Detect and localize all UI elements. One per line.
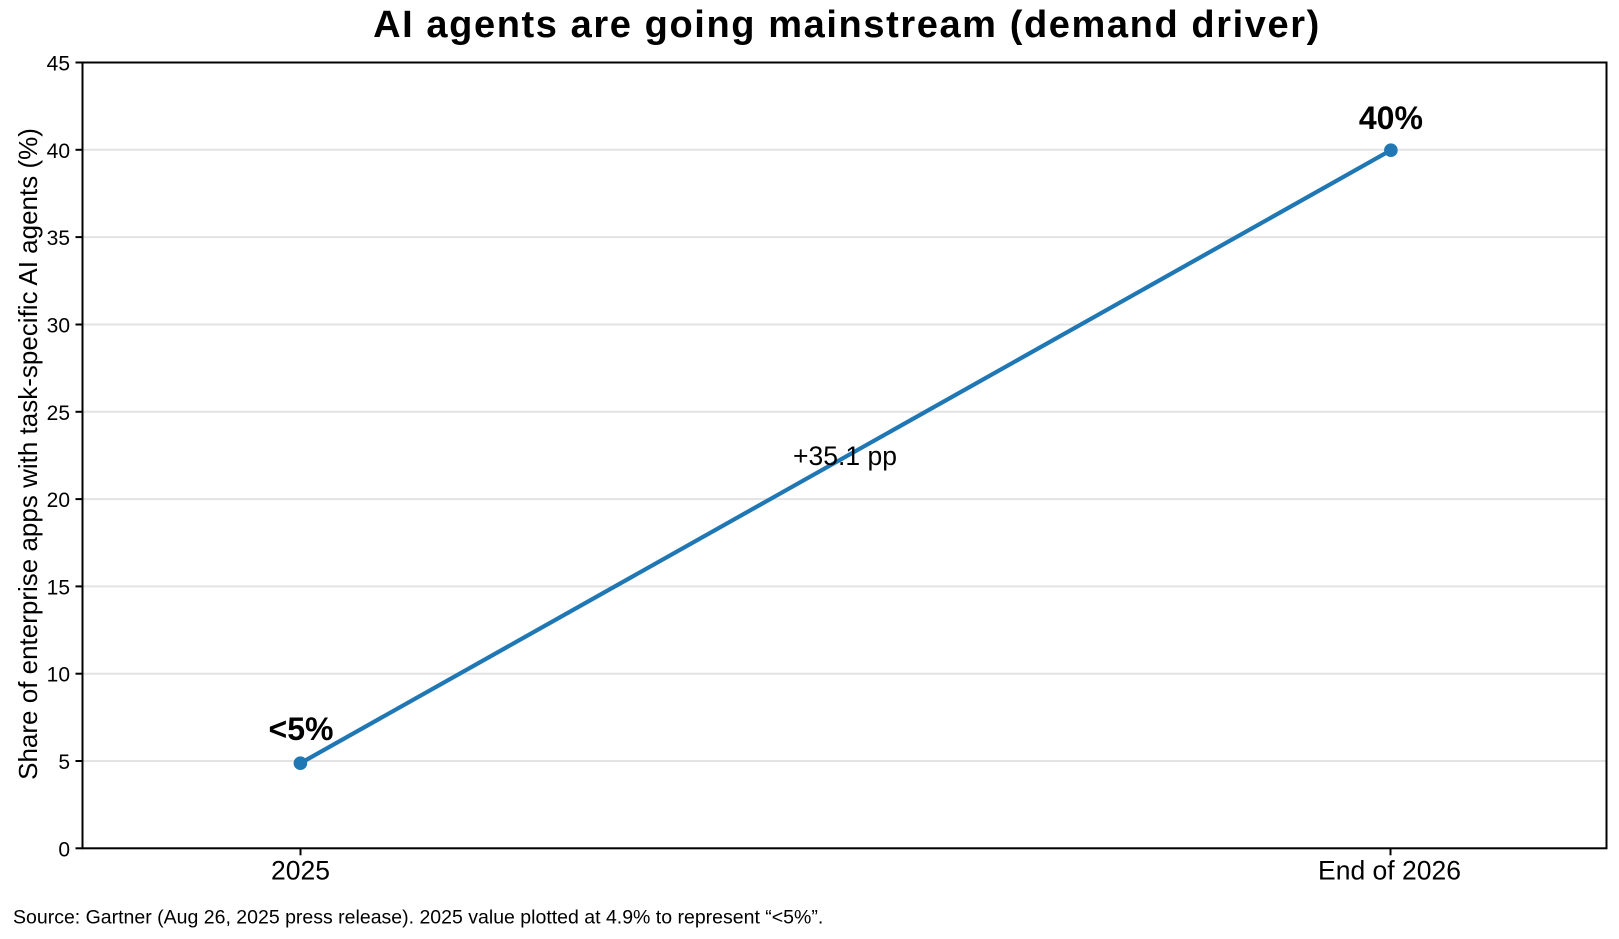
svg-text:Source: Gartner (Aug 26, 2025: Source: Gartner (Aug 26, 2025 press rele… <box>13 907 823 929</box>
svg-text:40: 40 <box>47 140 70 163</box>
svg-text:10: 10 <box>47 664 70 687</box>
svg-text:20: 20 <box>47 489 70 512</box>
svg-text:35: 35 <box>47 227 70 250</box>
svg-text:15: 15 <box>47 576 70 599</box>
svg-text:AI agents are going mainstream: AI agents are going mainstream (demand d… <box>373 4 1321 46</box>
svg-text:+35.1 pp: +35.1 pp <box>793 441 897 471</box>
svg-text:Share of enterprise apps with: Share of enterprise apps with task-speci… <box>13 128 43 780</box>
svg-text:5: 5 <box>58 751 70 774</box>
svg-text:0: 0 <box>58 838 70 861</box>
svg-text:<5%: <5% <box>269 711 334 747</box>
svg-text:30: 30 <box>47 315 70 338</box>
svg-text:40%: 40% <box>1359 100 1423 136</box>
svg-text:2025: 2025 <box>271 856 330 886</box>
svg-text:End of 2026: End of 2026 <box>1318 856 1461 886</box>
svg-text:45: 45 <box>47 53 70 76</box>
svg-text:25: 25 <box>47 402 70 425</box>
